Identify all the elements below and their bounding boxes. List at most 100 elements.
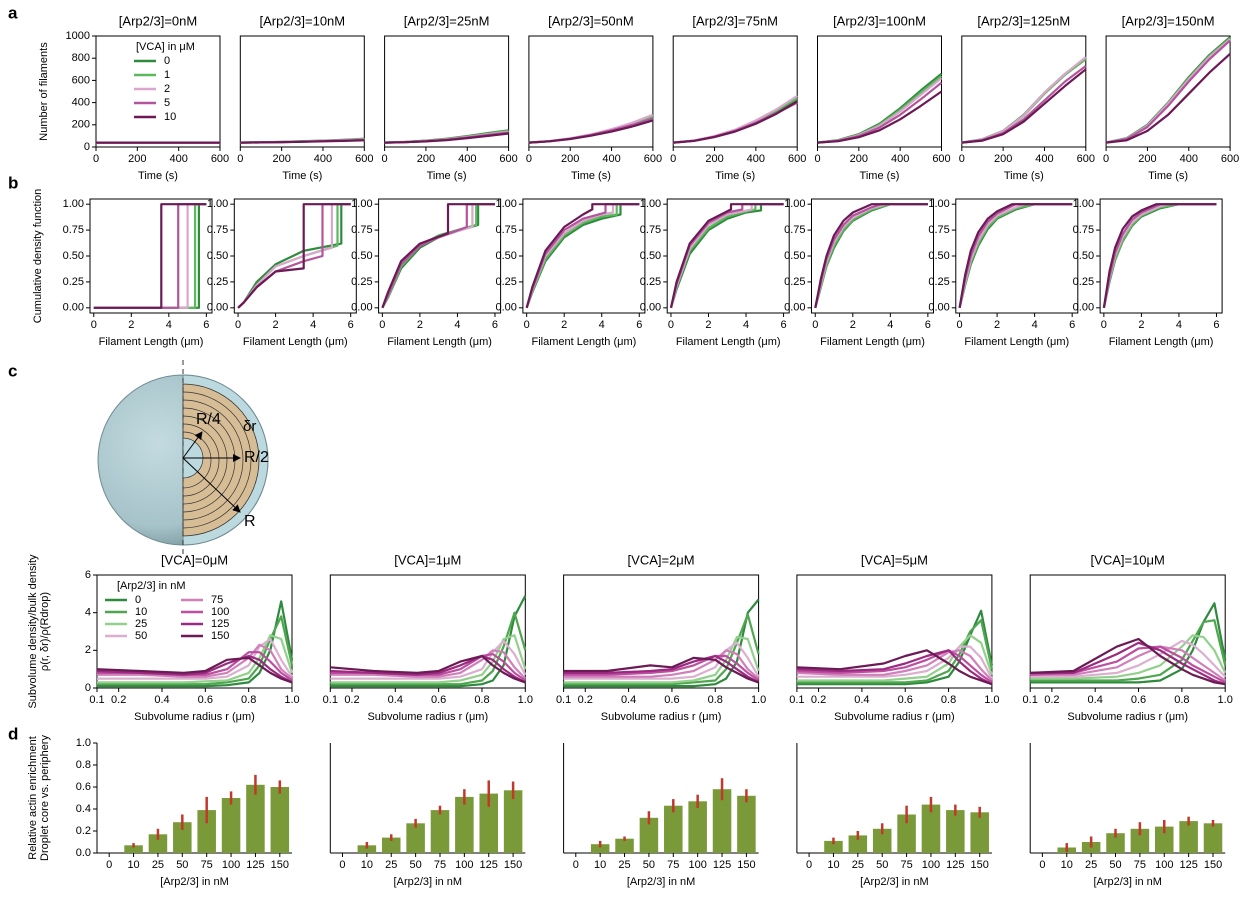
series-line: [94, 204, 207, 308]
x-axis-label: Subvolume radius r (μm): [601, 711, 722, 723]
series-line: [94, 204, 207, 308]
axes-frame: [90, 199, 212, 313]
x-axis-label: Time (s): [1004, 170, 1044, 182]
y-tick-label: 0.00: [207, 302, 228, 314]
series-line: [818, 92, 942, 143]
y-tick-label: 0.00: [784, 302, 805, 314]
x-axis-label: Filament Length (μm): [387, 336, 492, 348]
series-line: [960, 204, 1073, 308]
bar: [970, 812, 989, 853]
legend-title: [VCA] in μM: [136, 41, 195, 53]
x-tick-label: 0: [806, 859, 812, 871]
x-tick-label: 2: [994, 319, 1000, 331]
y-tick-label: 0.75: [495, 224, 516, 236]
x-tick-label: 50: [409, 859, 421, 871]
y-tick-label: 0.25: [784, 276, 805, 288]
x-tick-label: 200: [1138, 153, 1156, 165]
x-tick-label: 2: [128, 319, 134, 331]
x-tick-label: 0: [339, 859, 345, 871]
x-tick-label: 10: [827, 859, 839, 871]
series-line: [818, 74, 942, 143]
x-tick-label: 400: [314, 153, 332, 165]
y-tick-label: 0.25: [640, 276, 661, 288]
x-tick-label: 0: [668, 319, 674, 331]
x-tick-label: 6: [925, 319, 931, 331]
y-tick-label: 0.25: [63, 276, 84, 288]
x-tick-label: 200: [128, 153, 146, 165]
x-axis-label: Time (s): [1148, 170, 1188, 182]
y-tick-label: 0.75: [640, 224, 661, 236]
diagram-label: R: [244, 513, 256, 530]
axes-frame: [240, 36, 364, 147]
y-axis-label: Number of filaments: [38, 42, 50, 141]
x-tick-label: 0: [106, 859, 112, 871]
y-tick-label: 0.25: [1073, 276, 1094, 288]
x-tick-label: 0: [91, 319, 97, 331]
x-tick-label: 2: [705, 319, 711, 331]
y-tick-label: 0.75: [207, 224, 228, 236]
x-tick-label: 0.8: [708, 694, 723, 706]
x-tick-label: 100: [455, 859, 473, 871]
y-tick-label: 0.25: [495, 276, 516, 288]
y-tick-label: 0.0: [76, 847, 91, 859]
x-tick-label: 0.1: [789, 694, 804, 706]
y-tick-label: 1.00: [784, 198, 805, 210]
x-tick-label: 400: [602, 153, 620, 165]
x-tick-label: 25: [385, 859, 397, 871]
series-line: [815, 204, 928, 308]
axes-frame: [379, 199, 501, 313]
x-tick-label: 25: [1085, 859, 1097, 871]
y-tick-label: 0.00: [640, 302, 661, 314]
x-axis-label: Subvolume radius r (μm): [134, 711, 255, 723]
chart-title: [Arp2/3]=150nM: [1122, 13, 1215, 28]
y-tick-label: 0.25: [351, 276, 372, 288]
x-tick-label: 6: [636, 319, 642, 331]
x-tick-label: 0.6: [898, 694, 913, 706]
y-tick-label: 0: [85, 682, 91, 694]
series-line: [960, 204, 1073, 308]
bar: [271, 787, 290, 853]
x-tick-label: 0: [670, 153, 676, 165]
x-axis-label: Filament Length (μm): [676, 336, 781, 348]
y-tick-label: 6: [85, 569, 91, 581]
y-axis-label: Droplet core vs. periphery: [39, 735, 51, 861]
bar: [1204, 823, 1223, 853]
x-axis-label: Time (s): [860, 170, 900, 182]
x-tick-label: 0.6: [664, 694, 679, 706]
x-tick-label: 100: [688, 859, 706, 871]
y-tick-label: 0.2: [76, 825, 91, 837]
x-axis-label: Filament Length (μm): [1109, 336, 1214, 348]
x-tick-label: 75: [900, 859, 912, 871]
x-tick-label: 200: [994, 153, 1012, 165]
x-tick-label: 4: [743, 319, 749, 331]
x-tick-label: 50: [643, 859, 655, 871]
x-tick-label: 150: [737, 859, 755, 871]
legend-label: 1: [164, 69, 170, 81]
y-tick-label: 4: [85, 607, 91, 619]
y-tick-label: 0.00: [928, 302, 949, 314]
chart-title: [VCA]=1μM: [394, 552, 461, 567]
x-tick-label: 6: [492, 319, 498, 331]
series-line: [382, 204, 495, 308]
x-tick-label: 200: [705, 153, 723, 165]
x-tick-label: 10: [127, 859, 139, 871]
x-tick-label: 0.4: [154, 694, 169, 706]
x-axis-label: [Arp2/3] in nM: [394, 876, 462, 888]
series-line: [960, 204, 1073, 308]
legend-label: 10: [135, 606, 147, 618]
x-tick-label: 0.6: [431, 694, 446, 706]
bar: [946, 810, 965, 853]
legend-label: 2: [164, 83, 170, 95]
x-tick-label: 0: [814, 153, 820, 165]
x-tick-label: 600: [644, 153, 662, 165]
y-tick-label: 0.4: [76, 803, 91, 815]
legend-label: 5: [164, 97, 170, 109]
x-tick-label: 4: [454, 319, 460, 331]
x-tick-label: 600: [932, 153, 950, 165]
x-tick-label: 0.6: [198, 694, 213, 706]
x-tick-label: 200: [272, 153, 290, 165]
x-axis-label: [Arp2/3] in nM: [627, 876, 695, 888]
diagram-label: R/4: [196, 411, 221, 428]
x-tick-label: 400: [458, 153, 476, 165]
y-tick-label: 0: [84, 141, 90, 153]
